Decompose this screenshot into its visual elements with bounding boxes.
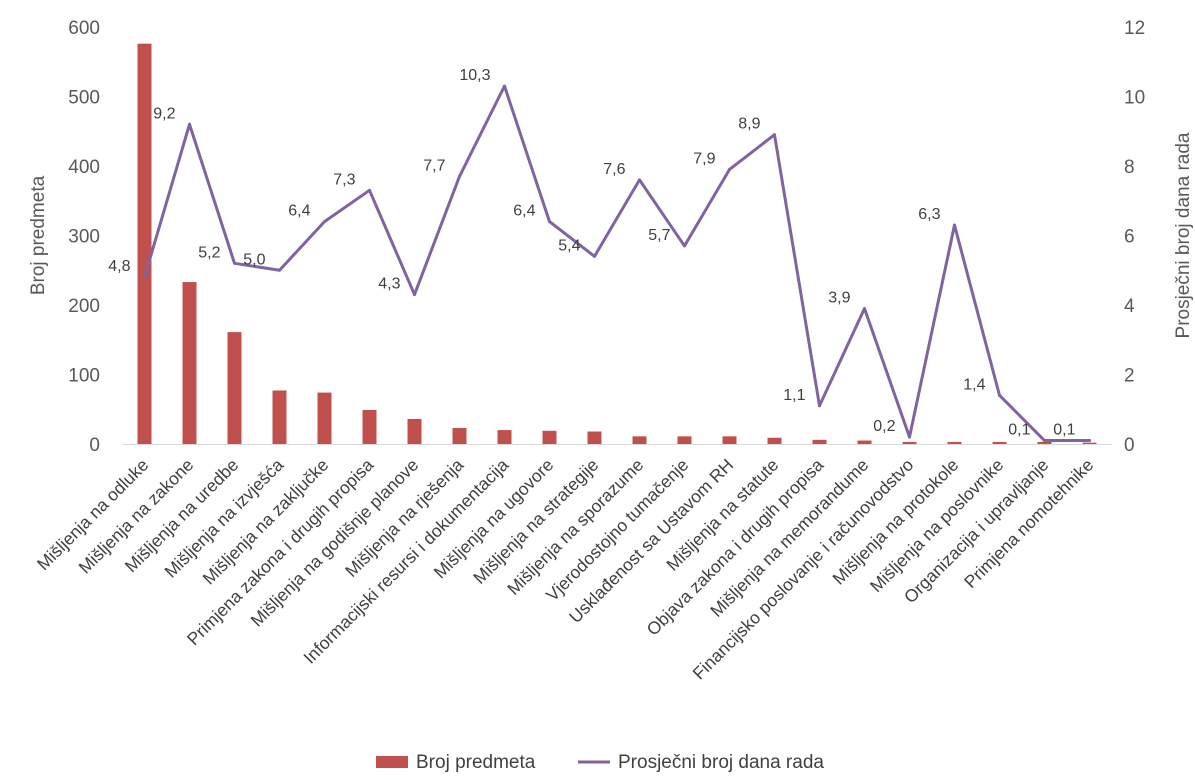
bar (227, 332, 242, 444)
line-point (503, 84, 506, 88)
line-point (728, 167, 731, 171)
data-label: 3,9 (828, 289, 850, 306)
y-left-tick-label: 100 (68, 366, 100, 387)
bar (767, 437, 782, 444)
y-right-tick-label: 12 (1124, 18, 1145, 39)
line-point (458, 174, 461, 178)
line-point (233, 261, 236, 265)
y-left-tick-label: 400 (68, 157, 100, 178)
legend-label-bar: Broj predmeta (416, 752, 536, 773)
data-label: 0,2 (873, 418, 895, 435)
data-label: 5,0 (243, 251, 265, 268)
data-label: 10,3 (459, 67, 490, 84)
y-right-tick-label: 2 (1124, 366, 1135, 387)
line-point (188, 122, 191, 126)
line-point (1043, 439, 1046, 443)
line-point (548, 220, 551, 224)
line-point (908, 435, 911, 439)
bar (317, 392, 332, 444)
data-label: 0,1 (1008, 422, 1030, 439)
y-right-tick-label: 4 (1124, 296, 1135, 317)
line-point (323, 220, 326, 224)
data-label: 6,4 (288, 203, 310, 220)
line-point (278, 268, 281, 272)
bar (272, 390, 287, 444)
y-left-tick-label: 500 (68, 88, 100, 109)
y-right-tick-label: 0 (1124, 435, 1135, 456)
data-label: 6,4 (513, 203, 535, 220)
data-label: 6,3 (918, 206, 940, 223)
line-point (818, 404, 821, 408)
bar (857, 440, 872, 444)
y-right-tick-label: 10 (1124, 88, 1145, 109)
y-left-tick-label: 0 (89, 435, 100, 456)
bar (947, 441, 962, 444)
bar (497, 430, 512, 444)
y-left-tick-label: 600 (68, 18, 100, 39)
line-point (683, 244, 686, 248)
bar (587, 431, 602, 444)
line-point (998, 393, 1001, 397)
bar (542, 430, 557, 444)
line-point (863, 306, 866, 310)
y-left-axis-title: Broj predmeta (28, 175, 49, 295)
line-point (773, 133, 776, 137)
line-series (143, 84, 1091, 443)
line-point (1088, 439, 1091, 443)
bar (722, 436, 737, 444)
data-label: 7,6 (603, 161, 625, 178)
bar (992, 441, 1007, 444)
line-point (413, 293, 416, 297)
line-point (953, 223, 956, 227)
data-label: 8,9 (738, 116, 760, 133)
bar (407, 418, 422, 444)
y-right-tick-label: 8 (1124, 157, 1135, 178)
bar (902, 441, 917, 444)
bar (1082, 442, 1097, 444)
legend-swatch-bar (376, 756, 408, 768)
line-point (368, 188, 371, 192)
legend-label-line: Prosječni broj dana rada (618, 752, 824, 773)
data-label: 0,1 (1053, 422, 1075, 439)
bar (452, 428, 467, 444)
data-label: 1,1 (783, 387, 805, 404)
data-label: 5,7 (648, 227, 670, 244)
data-label: 7,9 (693, 150, 715, 167)
bar (632, 436, 647, 444)
data-label: 7,3 (333, 171, 355, 188)
line-point (593, 254, 596, 258)
line-point (143, 275, 146, 279)
data-label: 7,7 (423, 157, 445, 174)
data-label: 4,3 (378, 276, 400, 293)
y-right-tick-label: 6 (1124, 227, 1135, 248)
data-label: 5,4 (558, 237, 580, 254)
bar (182, 282, 197, 444)
bar (812, 439, 827, 444)
data-label: 9,2 (153, 105, 175, 122)
y-right-axis-title: Prosječni broj dana rada (1173, 132, 1194, 338)
bar (362, 409, 377, 444)
y-left-tick-label: 300 (68, 227, 100, 248)
bar (137, 43, 152, 445)
line-point (638, 178, 641, 182)
data-label: 1,4 (963, 376, 985, 393)
data-label: 5,2 (198, 244, 220, 261)
bar (1037, 441, 1052, 444)
y-left-tick-label: 200 (68, 296, 100, 317)
bar (677, 436, 692, 444)
data-label: 4,8 (108, 258, 130, 275)
